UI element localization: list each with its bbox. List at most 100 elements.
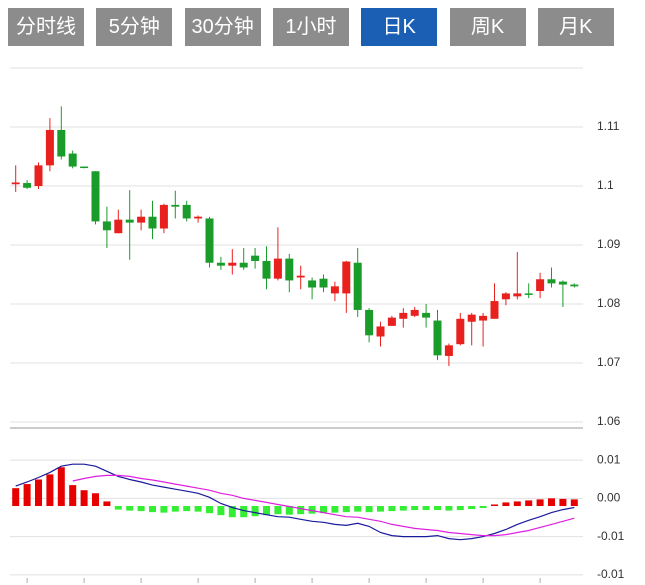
macd-bar [308,506,316,514]
candle-body [422,312,431,318]
macd-bar [297,506,305,515]
candle-body [536,279,545,292]
tab[interactable]: 周K [449,8,526,46]
macd-bar [103,501,111,507]
candle-body [570,284,579,287]
macd-bar [183,506,191,512]
macd-bar [92,493,99,507]
candle-body [410,309,419,316]
candle-body [353,262,362,310]
candle-body [501,293,510,300]
macd-bar [342,506,350,513]
candle-body [57,129,66,157]
candle-body [194,216,203,219]
tab[interactable]: 日K [361,8,438,46]
candle-body [34,165,43,187]
candle-body [68,153,77,167]
macd-bar [513,501,521,507]
candle-body [23,183,32,188]
macd-bar [149,506,156,513]
candle-body [376,326,385,337]
macd-bar [80,490,88,507]
candle-body [228,262,237,266]
candle-body [171,204,180,207]
y-tick-label: 1.06 [597,414,621,428]
candle-body [182,204,191,219]
y-tick-label: 0.00 [597,491,621,505]
candle-body [524,293,533,295]
tab[interactable]: 1小时 [272,8,349,46]
tab[interactable]: 30分钟 [184,8,261,46]
y-tick-label: 1.08 [597,296,621,310]
tab[interactable]: 月K [537,8,614,46]
macd-bar [35,479,42,507]
y-tick-label: 1.1 [597,178,614,192]
macd-bar [548,498,555,507]
candle-body [308,280,317,288]
macd-bar [559,498,567,507]
candle-body [125,219,134,223]
candle-body [239,262,248,268]
macd-bar [422,506,430,511]
candle-body [11,182,20,185]
macd-bar [399,506,407,511]
macd-bar [57,467,65,507]
macd-bar [525,500,533,507]
y-tick-label: 1.09 [597,237,621,251]
tab[interactable]: 分时线 [8,8,84,46]
macd-bar [171,506,179,512]
macd-bar [331,506,339,513]
macd-line [72,474,575,537]
macd-bar [160,506,168,513]
macd-bar [137,506,145,512]
candle-body [558,281,567,285]
candle-body [102,221,111,231]
candle-body [467,314,476,322]
macd-bar [570,499,578,507]
y-tick-label: 0.01 [597,452,621,466]
candle-body [399,312,408,319]
candle-body [387,317,396,326]
y-tick-label: -0.01 [597,567,625,581]
candle-body [80,166,89,169]
macd-bar [354,506,362,512]
candle-body [444,345,453,356]
candle-body [205,218,214,263]
macd-bar [263,506,270,516]
candle-body [433,320,442,356]
candle-body [285,258,294,281]
candle-body [273,258,282,279]
y-tick-label: -0.01 [597,529,625,543]
y-tick-label: 1.11 [597,119,620,133]
macd-bar [285,506,293,515]
macd-bar [12,488,20,507]
macd-bar [240,506,248,518]
candle-body [319,278,328,288]
macd-bar [456,506,464,511]
macd-bar [468,506,476,510]
candle-body [251,255,260,261]
macd-bar [434,506,441,511]
tab[interactable]: 5分钟 [96,8,173,46]
macd-bar [377,506,384,512]
macd-bar [411,506,419,511]
macd-bar [206,506,213,514]
macd-bar [114,506,122,510]
macd-line [15,463,575,541]
candle-body [479,315,488,321]
macd-bar [126,506,134,511]
candle-body [262,260,271,279]
macd-bar [320,506,327,514]
candle-body [456,318,465,345]
macd-bar [388,506,396,512]
macd-bar [536,499,544,507]
macd-bar [445,506,453,511]
macd-bar [217,506,225,516]
candle-body [159,204,168,229]
macd-bar [69,485,77,507]
tab-bar: 分时线 5分钟 30分钟 1小时 日K 周K 月K [8,8,618,46]
candle-body [365,309,374,336]
macd-bar [194,506,202,512]
